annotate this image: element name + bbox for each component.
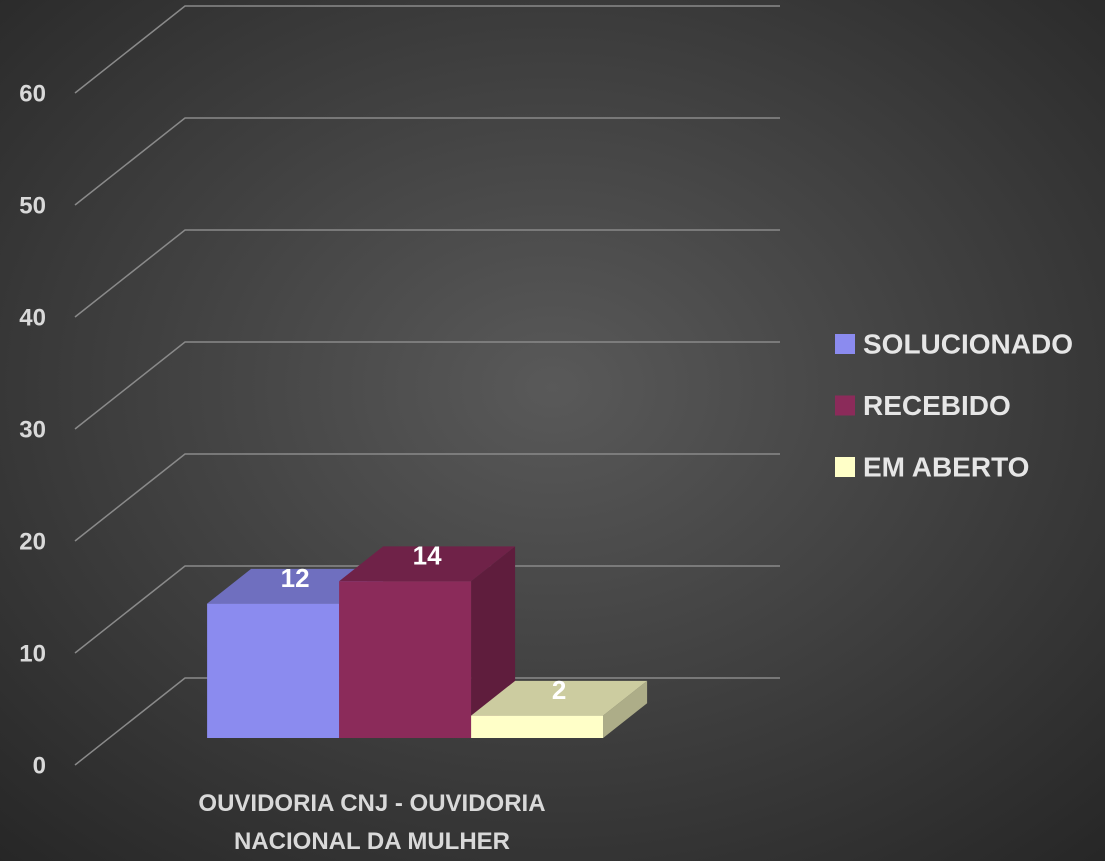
grid-line xyxy=(74,453,780,542)
x-tick-label: OUVIDORIA CNJ - OUVIDORIA NACIONAL DA MU… xyxy=(198,790,546,855)
grid-line xyxy=(74,117,780,206)
grid-line xyxy=(74,5,780,94)
y-tick-label: 40 xyxy=(19,304,46,331)
value-label: 14 xyxy=(413,541,442,571)
grid-line xyxy=(74,341,780,430)
bar-front xyxy=(471,715,604,739)
grid-line xyxy=(74,677,780,766)
bar-front xyxy=(339,581,472,739)
value-label: 2 xyxy=(552,675,566,705)
y-tick-label: 0 xyxy=(33,752,46,779)
grid-line xyxy=(74,565,780,654)
y-tick-label: 60 xyxy=(19,80,46,107)
y-tick-label: 50 xyxy=(19,192,46,219)
bar-top xyxy=(339,546,516,582)
legend-label: SOLUCIONADO xyxy=(863,328,1073,359)
legend-label: RECEBIDO xyxy=(863,390,1011,421)
grid-line xyxy=(74,229,780,318)
bar xyxy=(471,680,648,739)
legend-swatch xyxy=(835,395,855,416)
bar-side xyxy=(603,680,648,739)
y-tick-label: 20 xyxy=(19,528,46,555)
y-tick-label: 30 xyxy=(19,416,46,443)
y-tick-label: 10 xyxy=(19,640,46,667)
legend-label: EM ABERTO xyxy=(863,451,1029,482)
legend-swatch xyxy=(835,334,855,354)
legend-swatch xyxy=(835,457,855,477)
value-label: 12 xyxy=(281,563,310,593)
bar-top xyxy=(471,680,648,716)
x-tick-label-box: OUVIDORIA CNJ - OUVIDORIA NACIONAL DA MU… xyxy=(198,790,546,855)
bar-front xyxy=(207,603,340,739)
